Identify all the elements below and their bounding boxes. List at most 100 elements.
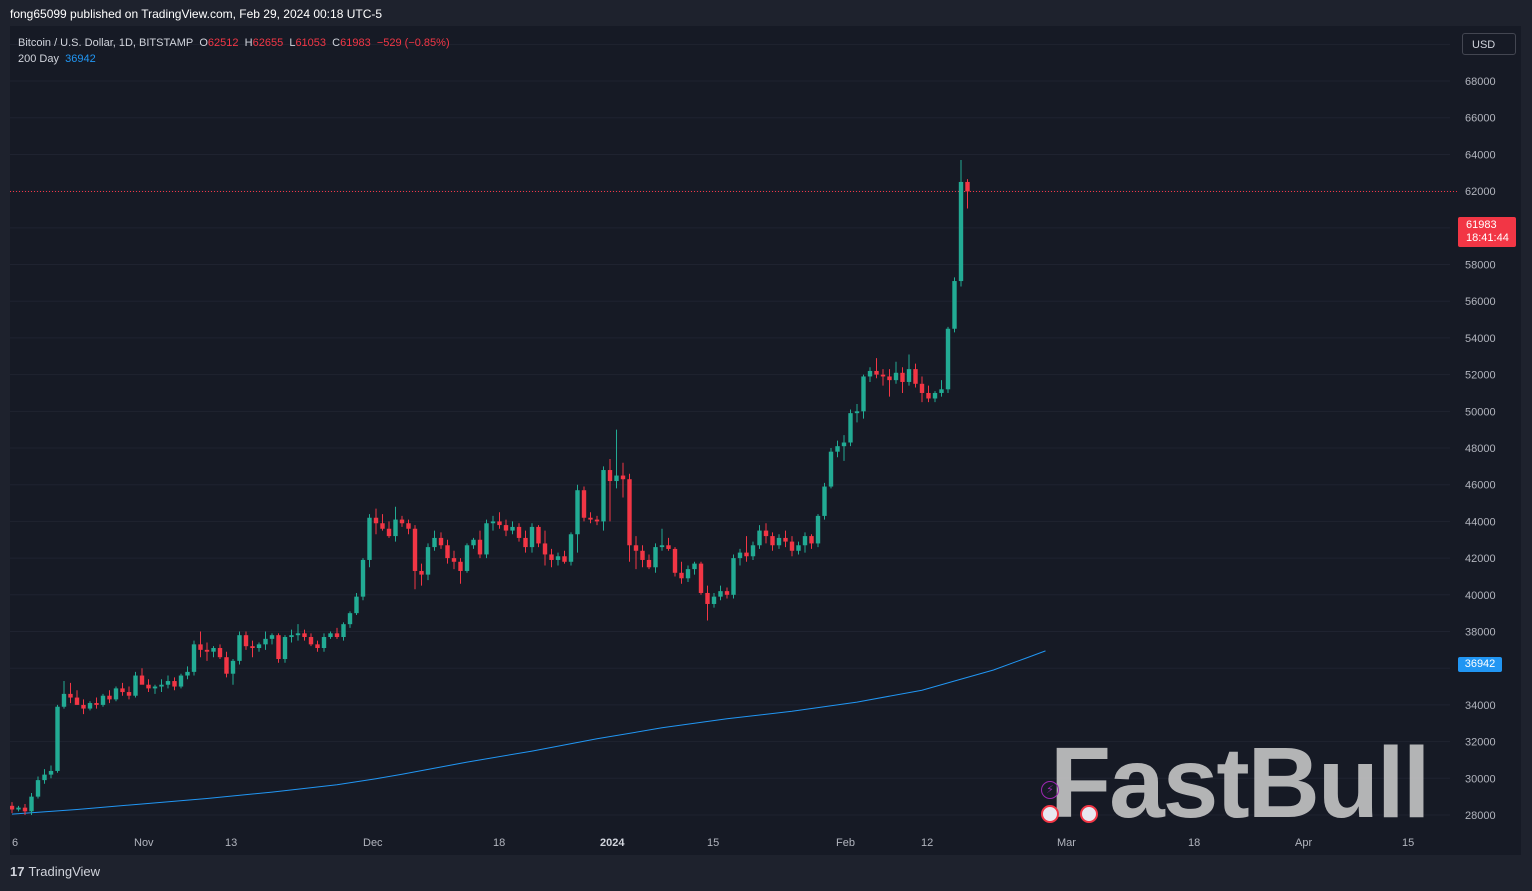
chart-area[interactable]: 2800030000320003400036000380004000042000… — [10, 26, 1521, 855]
candle — [568, 532, 574, 566]
candle — [315, 640, 320, 652]
candle — [42, 769, 47, 784]
candle — [406, 519, 411, 535]
candle-body — [789, 541, 795, 551]
candle-body — [354, 596, 359, 614]
candle — [789, 536, 795, 557]
candle-body — [458, 561, 463, 571]
candle — [919, 376, 925, 403]
time-tick-label: Nov — [134, 837, 154, 849]
symbol-label[interactable]: Bitcoin / U.S. Dollar, 1D, BITSTAMP — [18, 37, 194, 49]
candle — [932, 391, 938, 403]
candlestick-chart[interactable]: 2800030000320003400036000380004000042000… — [10, 26, 1521, 855]
candle — [503, 519, 509, 537]
candle — [672, 547, 678, 577]
price-tick-label: 54000 — [1465, 333, 1496, 345]
candle-body — [139, 675, 145, 685]
candle-body — [835, 446, 840, 452]
candle — [399, 515, 405, 527]
candle-body — [640, 550, 645, 560]
candle-body — [484, 523, 489, 555]
ma-legend-label[interactable]: 200 Day — [18, 53, 59, 65]
price-tick-label: 50000 — [1465, 406, 1496, 418]
candle — [393, 506, 398, 542]
candles-layer — [10, 159, 970, 815]
candle — [848, 409, 853, 447]
candle — [458, 558, 463, 584]
ma-legend-value: 36942 — [65, 53, 96, 65]
high-label: H — [244, 37, 253, 49]
candle-body — [874, 370, 879, 375]
candle-body — [198, 644, 203, 650]
candle — [893, 361, 899, 384]
price-axis: 2800030000320003400036000380004000042000… — [1465, 39, 1496, 822]
candle-body — [731, 558, 736, 595]
candle — [724, 587, 730, 599]
candle-body — [776, 537, 782, 546]
high-value: 62655 — [252, 37, 284, 49]
candle — [120, 682, 125, 696]
candle — [627, 473, 632, 562]
candle-body — [555, 556, 561, 560]
candle — [906, 354, 912, 386]
candle — [425, 543, 431, 581]
candle-body — [230, 660, 236, 674]
candle-body — [542, 543, 548, 555]
candle — [880, 369, 886, 386]
price-tick-label: 48000 — [1465, 443, 1496, 455]
price-tick-label: 56000 — [1465, 296, 1496, 308]
candle-body — [399, 519, 405, 524]
candle-body — [10, 805, 15, 810]
candle-body — [412, 528, 418, 571]
candle — [685, 565, 691, 582]
candle-body — [750, 545, 756, 557]
candle — [646, 554, 652, 570]
candle — [152, 684, 158, 694]
candle — [10, 802, 15, 814]
candle — [815, 514, 821, 548]
ma-price-tag: 36942 — [1458, 657, 1502, 672]
price-tick-label: 38000 — [1465, 627, 1496, 639]
candle-body — [471, 539, 476, 546]
candle-body — [536, 526, 541, 544]
candle-body — [328, 633, 333, 638]
low-value: 61053 — [295, 37, 327, 49]
candle-body — [250, 646, 255, 649]
candle — [289, 629, 294, 643]
candle-body — [393, 519, 398, 537]
candle-body — [22, 807, 28, 812]
candle-body — [601, 470, 606, 522]
fastbull-watermark: FastBull — [1050, 727, 1430, 839]
candle — [380, 514, 385, 531]
price-tick-label: 34000 — [1465, 700, 1496, 712]
candle — [87, 701, 93, 711]
time-tick-label: 2024 — [600, 837, 625, 849]
low-label: L — [289, 37, 296, 49]
candle-body — [48, 770, 54, 775]
candle — [640, 545, 645, 568]
candle — [900, 367, 905, 393]
candle — [757, 525, 762, 549]
bar-countdown: 18:41:44 — [1466, 232, 1509, 244]
tradingview-logo[interactable]: 17 TradingView — [10, 864, 100, 879]
us-flag-icon[interactable] — [1080, 805, 1098, 823]
candle — [146, 679, 151, 693]
currency-button[interactable]: USD — [1462, 33, 1516, 55]
candle-body — [432, 537, 437, 548]
last-price-tag: 61983 18:41:44 — [1458, 217, 1516, 247]
lightning-icon[interactable]: ⚡ — [1041, 781, 1059, 799]
candle-body — [646, 559, 652, 568]
candle — [822, 482, 827, 520]
candle — [614, 429, 619, 489]
candle — [295, 624, 301, 641]
candle-body — [607, 470, 613, 482]
candle — [334, 627, 340, 639]
us-flag-icon[interactable] — [1041, 805, 1059, 823]
time-tick-label: Feb — [836, 837, 855, 849]
candle — [939, 380, 944, 397]
price-tick-label: 44000 — [1465, 516, 1496, 528]
candle — [763, 523, 769, 544]
price-tick-label: 42000 — [1465, 553, 1496, 565]
candle-body — [178, 675, 184, 687]
candle — [113, 686, 119, 702]
